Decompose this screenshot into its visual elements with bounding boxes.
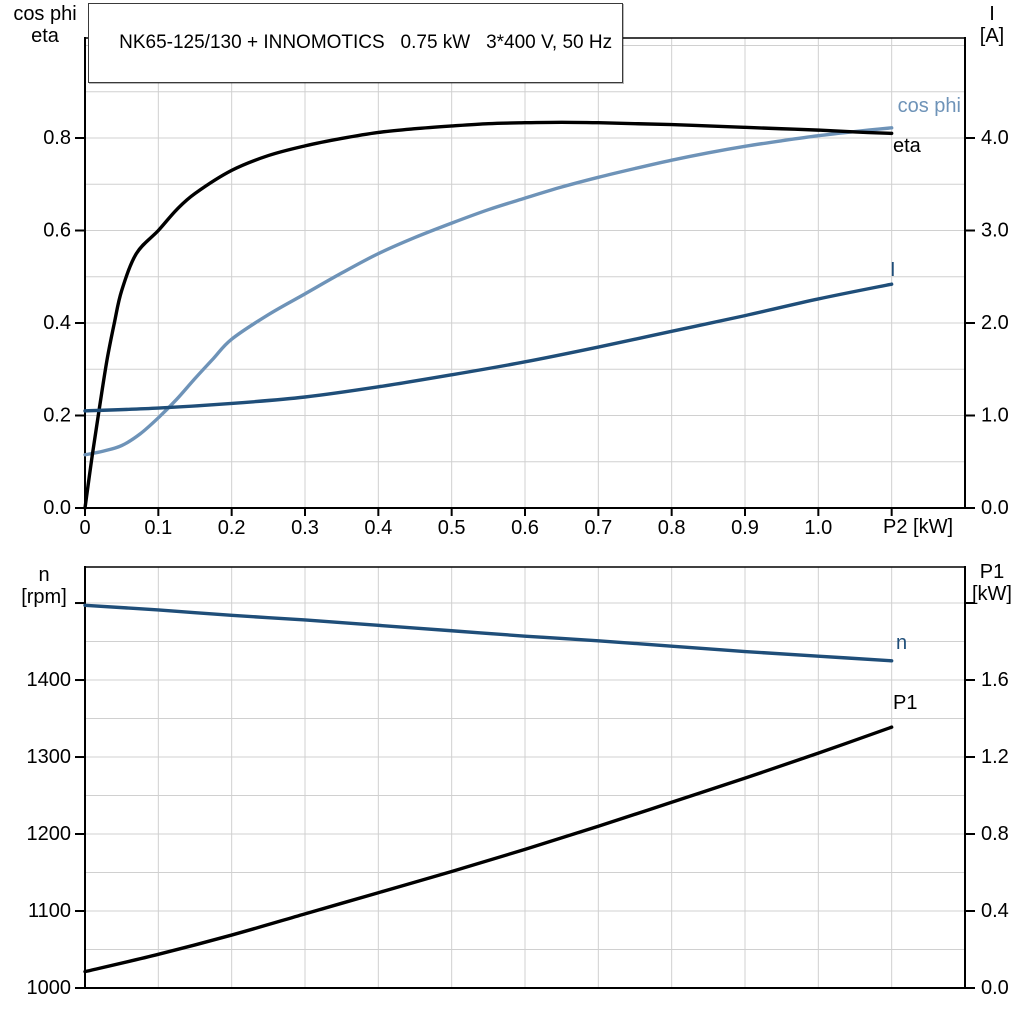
axis-title-p1-unit: [kW] xyxy=(972,583,1012,605)
x-tick-label: 0 xyxy=(79,517,90,539)
left-tick-label: 1200 xyxy=(27,823,72,845)
axis-title-speed: n xyxy=(38,564,50,586)
right-tick-label: 1.2 xyxy=(981,746,1009,768)
curve-label-eta: eta xyxy=(893,135,921,157)
chart-title-box: NK65-125/130 + INNOMOTICS 0.75 kW 3*400 … xyxy=(88,3,624,83)
curve-label-p1: P1 xyxy=(893,692,918,714)
top-chart: 0.0 0.2 0.4 0.6 0.8 0.0 1.0 2.0 3.0 4.0 0 0.1 0.2 0.3… xyxy=(43,37,1009,539)
bottom-left-axis-title: n [rpm] xyxy=(1,564,87,608)
curve-label-current: I xyxy=(890,259,896,281)
right-tick-label: 4.0 xyxy=(981,127,1009,149)
left-tick-label: 1400 xyxy=(27,669,72,691)
right-tick-label: 2.0 xyxy=(981,312,1009,334)
left-tick-label: 0.2 xyxy=(43,404,71,426)
left-tick-label: 0.8 xyxy=(43,127,71,149)
x-tick-label: 0.3 xyxy=(291,517,319,539)
left-tick-label: 1300 xyxy=(27,746,72,768)
x-tick-label: 0.2 xyxy=(218,517,246,539)
x-tick-label: 0.8 xyxy=(658,517,686,539)
curve-label-speed: n xyxy=(896,632,908,654)
curve-i xyxy=(83,282,894,413)
curve-label-cos-phi: cos phi xyxy=(897,95,961,117)
axis-title-cos-phi: cos phi xyxy=(13,3,77,25)
curve-cos-phi xyxy=(83,126,894,457)
curve-n xyxy=(83,603,894,663)
bottom-right-axis-title: P1 [kW] xyxy=(949,561,1024,605)
chart-title: NK65-125/130 + INNOMOTICS 0.75 kW 3*400 … xyxy=(119,32,613,53)
left-tick-label: 0.4 xyxy=(43,312,71,334)
left-tick-label: 1000 xyxy=(27,977,72,999)
x-axis-title-p2: P2 [kW] xyxy=(883,516,954,538)
curve-p1 xyxy=(83,725,894,974)
axis-title-speed-unit: [rpm] xyxy=(21,586,67,608)
x-tick-label: 0.5 xyxy=(438,517,466,539)
curve-eta xyxy=(83,120,894,510)
top-right-axis-title: I [A] xyxy=(949,3,1024,47)
left-tick-label: 1100 xyxy=(28,900,71,922)
bottom-chart: 1000 1100 1200 1300 1400 0.0 0.4 0.8 1.2 1.6 xyxy=(27,566,1009,999)
right-tick-label: 3.0 xyxy=(981,219,1009,241)
right-tick-label: 1.6 xyxy=(981,669,1009,691)
x-tick-label: 0.7 xyxy=(584,517,612,539)
left-tick-label: 0.6 xyxy=(43,219,71,241)
top-left-axis-title: cos phi eta xyxy=(2,3,88,47)
x-tick-label: 0.9 xyxy=(731,517,759,539)
right-tick-label: 0.0 xyxy=(981,497,1009,519)
right-tick-label: 0.4 xyxy=(981,900,1009,922)
x-tick-label: 0.4 xyxy=(364,517,392,539)
x-tick-label: 1.0 xyxy=(804,517,832,539)
axis-title-current: I xyxy=(989,3,995,25)
axis-title-eta: eta xyxy=(31,25,59,47)
left-tick-label: 0.0 xyxy=(43,497,71,519)
right-tick-label: 0.8 xyxy=(981,823,1009,845)
x-tick-label: 0.1 xyxy=(144,517,172,539)
axis-title-current-unit: [A] xyxy=(979,25,1005,47)
right-tick-label: 0.0 xyxy=(981,977,1009,999)
axis-title-p1: P1 xyxy=(979,561,1005,583)
right-tick-label: 1.0 xyxy=(981,404,1009,426)
x-tick-label: 0.6 xyxy=(511,517,539,539)
